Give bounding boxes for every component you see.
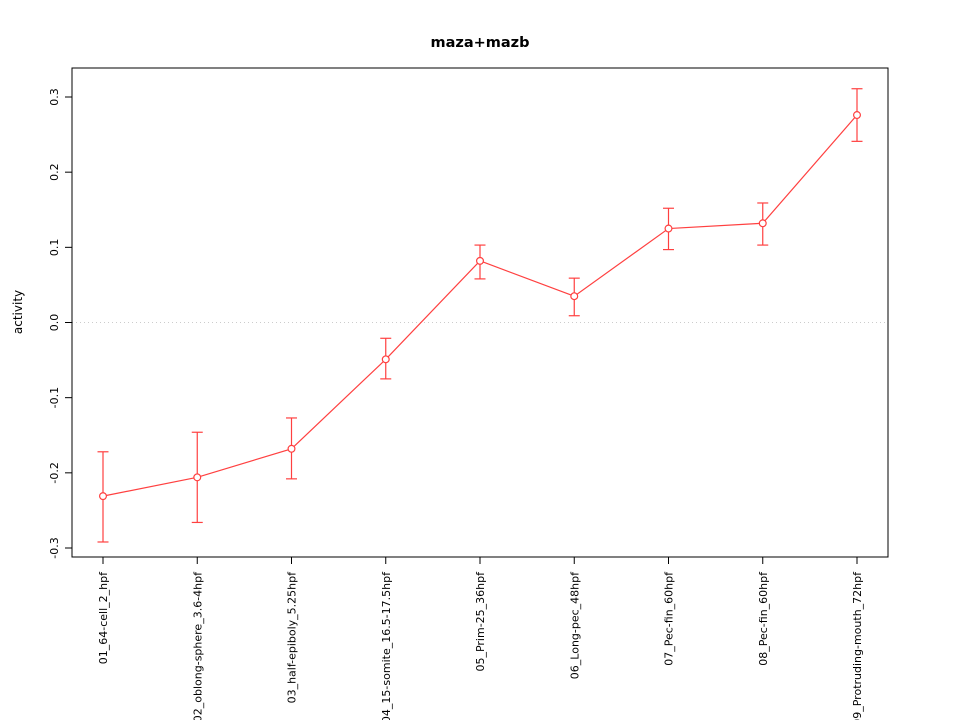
x-tick-label: 01_64-cell_2_hpf — [97, 571, 110, 664]
y-tick-label: -0.3 — [48, 537, 61, 558]
data-point — [287, 444, 296, 453]
y-tick-label: 0.3 — [48, 88, 61, 106]
series-line — [102, 114, 858, 497]
plot-border — [71, 67, 889, 558]
data-point — [381, 355, 390, 364]
data-point — [476, 256, 485, 265]
chart-title: maza+mazb — [431, 35, 530, 51]
x-tick-label: 08_Pec-fin_60hpf — [757, 571, 770, 666]
y-tick-label: 0.1 — [48, 239, 61, 256]
data-point — [98, 492, 107, 501]
x-tick-label: 09_Protruding-mouth_72hpf — [851, 571, 864, 720]
x-tick-label: 02_oblong-sphere_3.6-4hpf — [191, 571, 204, 720]
x-tick-label: 03_half-epiboly_5.25hpf — [286, 571, 299, 704]
x-tick-label: 07_Pec-fin_60hpf — [663, 571, 676, 666]
y-tick-label: -0.2 — [48, 462, 61, 483]
data-point — [570, 292, 579, 301]
data-point — [193, 473, 202, 482]
y-tick-label: 0.2 — [48, 163, 61, 181]
data-point — [664, 224, 673, 233]
data-point — [852, 111, 861, 120]
x-tick-label: 06_Long-pec_48hpf — [568, 571, 581, 679]
x-tick-label: 05_Prim-25_36hpf — [474, 571, 487, 672]
y-axis-label: activity — [11, 290, 25, 334]
x-tick-label: 04_15-somite_16.5-17.5hpf — [380, 571, 393, 720]
y-tick-label: -0.1 — [48, 387, 61, 408]
y-tick-label: 0.0 — [48, 314, 61, 332]
data-point — [758, 219, 767, 228]
